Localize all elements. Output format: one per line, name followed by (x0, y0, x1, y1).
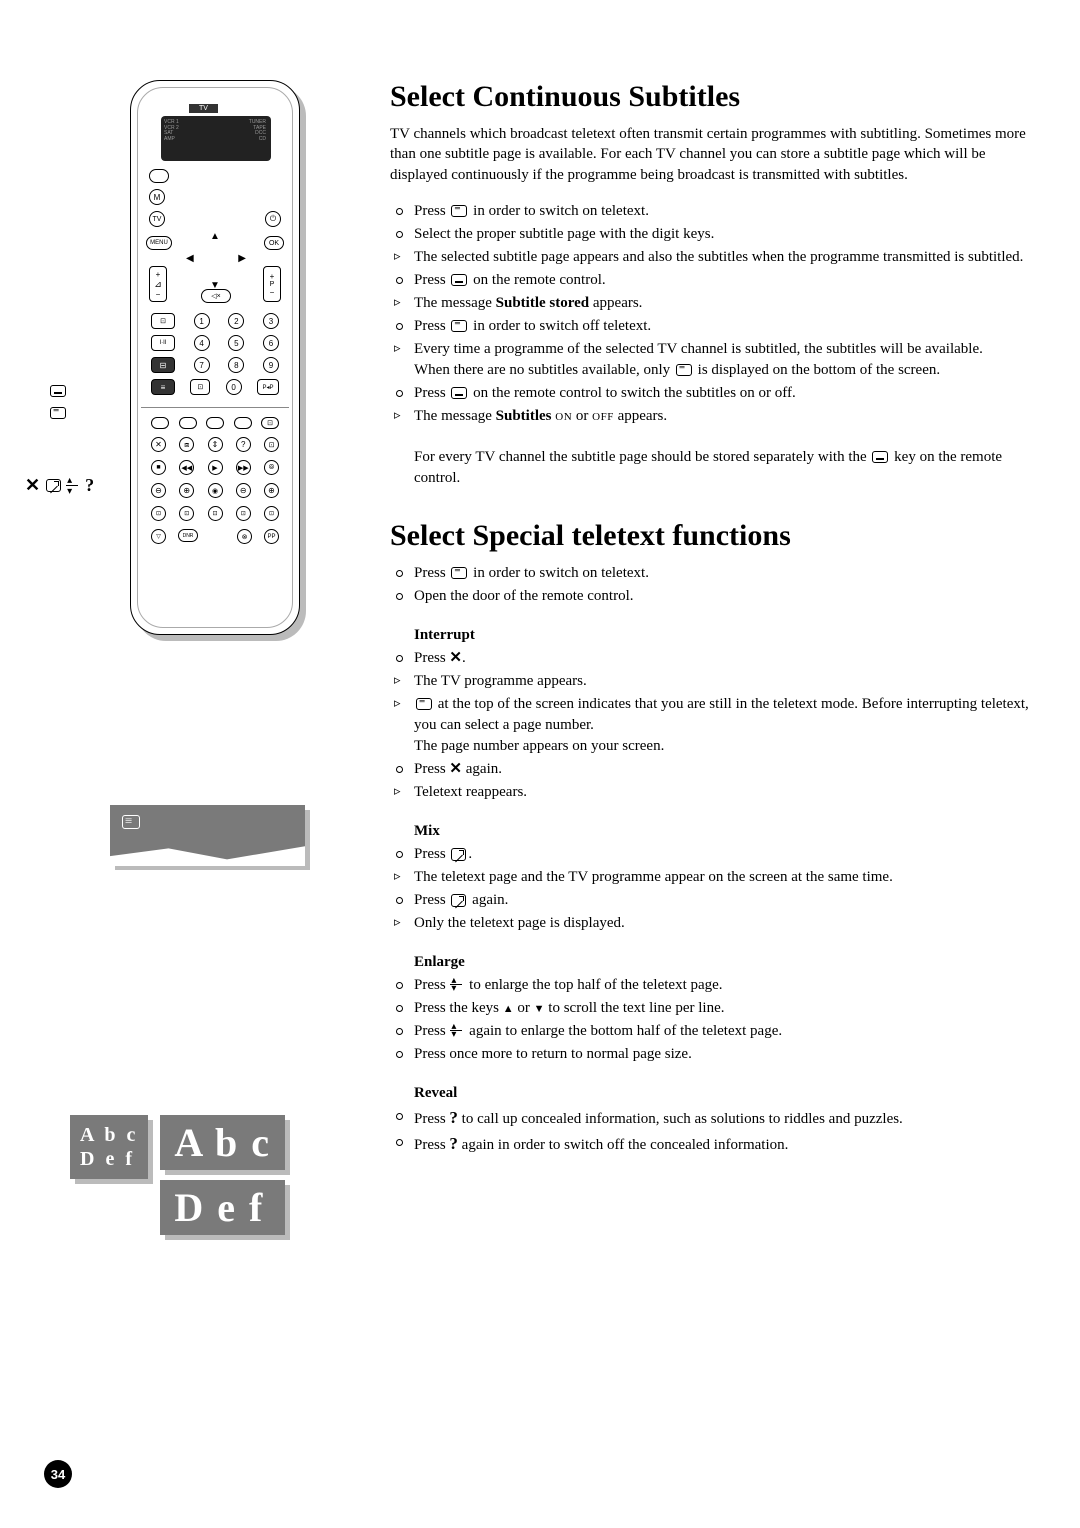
step: Press in order to switch off teletext. (390, 316, 1030, 337)
step: The selected subtitle page appears and a… (390, 247, 1030, 268)
question-icon: ? (449, 1108, 458, 1127)
abc-small-box: A b c D e f (70, 1115, 148, 1179)
enlarge-icon (67, 479, 79, 493)
mix-icon (46, 479, 61, 492)
teletext-icon (416, 698, 432, 710)
enlarge-steps: Press to enlarge the top half of the tel… (390, 975, 1030, 1065)
section1-steps: Press in order to switch on teletext. Se… (390, 201, 1030, 427)
enlarge-icon (451, 1024, 463, 1038)
reveal-steps: Press ? to call up concealed information… (390, 1106, 1030, 1156)
step: Press on the remote control to switch th… (390, 383, 1030, 404)
subtitle-icon (451, 387, 467, 399)
x-icon: ✕ (25, 475, 40, 496)
step: Press in order to switch on teletext. (390, 563, 1030, 584)
step: Press again. (390, 890, 1030, 911)
x-icon: ✕ (449, 650, 462, 666)
step: Press to enlarge the top half of the tel… (390, 975, 1030, 996)
remote-right-labels: TUNERTAPEDCCCD (249, 120, 266, 142)
sub-enlarge: Enlarge (414, 954, 1030, 971)
up-icon: ▲ (503, 1003, 514, 1015)
teletext-icon (451, 567, 467, 579)
step: Press in order to switch on teletext. (390, 201, 1030, 222)
step: Press once more to return to normal page… (390, 1044, 1030, 1065)
question-icon: ? (449, 1134, 458, 1153)
section1-intro: TV channels which broadcast teletext oft… (390, 124, 1030, 185)
section2-title: Select Special teletext functions (390, 519, 1030, 553)
content-column: Select Continuous Subtitles TV channels … (360, 80, 1030, 1176)
step: Press ✕ again. (390, 759, 1030, 780)
section1-note: For every TV channel the subtitle page s… (414, 447, 1030, 489)
side-icons-col1 (50, 385, 120, 429)
x-icon: ✕ (449, 761, 462, 777)
mix-icon (451, 848, 466, 861)
teletext-icon (122, 815, 140, 829)
subtitle-icon (50, 385, 66, 397)
step: Select the proper subtitle page with the… (390, 224, 1030, 245)
enlarge-illustration: A b c D e f A b c D e f (70, 1115, 285, 1235)
mix-icon (451, 894, 466, 907)
down-icon: ▼ (534, 1003, 545, 1015)
teletext-icon (50, 407, 66, 419)
step: The message Subtitle stored appears. (390, 293, 1030, 314)
sub-reveal: Reveal (414, 1085, 1030, 1102)
step: at the top of the screen indicates that … (390, 694, 1030, 757)
enlarge-icon (451, 978, 463, 992)
step: The TV programme appears. (390, 671, 1030, 692)
step: Press ? to call up concealed information… (390, 1106, 1030, 1130)
step: Press on the remote control. (390, 270, 1030, 291)
interrupt-steps: Press ✕. The TV programme appears. at th… (390, 648, 1030, 803)
step: Only the teletext page is displayed. (390, 913, 1030, 934)
mix-steps: Press . The teletext page and the TV pro… (390, 844, 1030, 934)
teletext-strip-illustration (110, 805, 305, 865)
teletext-icon (451, 320, 467, 332)
step: The teletext page and the TV programme a… (390, 867, 1030, 888)
step: Every time a programme of the selected T… (390, 339, 1030, 381)
sub-interrupt: Interrupt (414, 627, 1030, 644)
step: Press the keys ▲ or ▼ to scroll the text… (390, 998, 1030, 1019)
question-icon: ? (85, 475, 94, 496)
remote-illustration: TV VCR 1VCR 2SATAMP TUNERTAPEDCCCD M TV … (130, 80, 315, 640)
side-icons-row2: ✕ ? (25, 475, 94, 496)
teletext-icon (451, 205, 467, 217)
abc-big-box-2: D e f (160, 1180, 285, 1235)
illustration-column: TV VCR 1VCR 2SATAMP TUNERTAPEDCCCD M TV … (50, 80, 360, 1176)
step: Teletext reappears. (390, 782, 1030, 803)
sub-mix: Mix (414, 823, 1030, 840)
step: Press again to enlarge the bottom half o… (390, 1021, 1030, 1042)
abc-big-box-1: A b c (160, 1115, 285, 1170)
step: Open the door of the remote control. (390, 586, 1030, 607)
step: Press ✕. (390, 648, 1030, 669)
page-number: 34 (44, 1460, 72, 1488)
subtitle-icon (451, 274, 467, 286)
step: The message Subtitles on or off appears. (390, 406, 1030, 427)
step: Press ? again in order to switch off the… (390, 1132, 1030, 1156)
section2-intro-steps: Press in order to switch on teletext. Op… (390, 563, 1030, 607)
teletext-icon (676, 364, 692, 376)
subtitle-icon (872, 451, 888, 463)
remote-left-labels: VCR 1VCR 2SATAMP (164, 120, 179, 142)
remote-tv-label: TV (189, 104, 218, 113)
step: Press . (390, 844, 1030, 865)
section1-title: Select Continuous Subtitles (390, 80, 1030, 114)
